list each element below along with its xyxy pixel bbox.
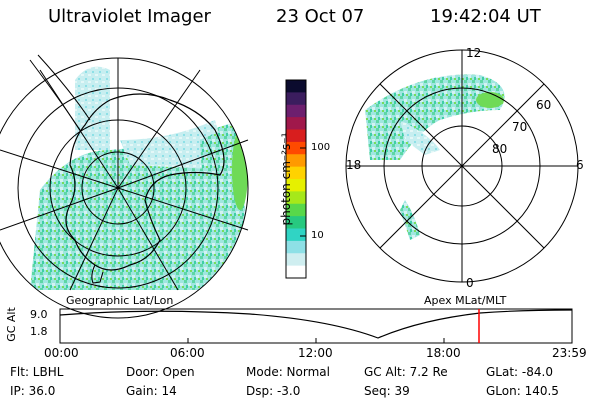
alt-ytick-9: 9.0 xyxy=(30,308,48,321)
info-dsp: Dsp: -3.0 xyxy=(246,384,301,398)
colorbar-segment xyxy=(286,253,306,267)
info-gc-alt: GC Alt: 7.2 Re xyxy=(364,365,448,379)
alt-ylabel: GC Alt xyxy=(4,307,18,342)
alt-xtick-2359: 23:59 xyxy=(552,346,587,360)
info-ip: IP: 36.0 xyxy=(10,384,56,398)
mlt-label-12: 12 xyxy=(466,46,482,60)
geo-panel-label: Geographic Lat/Lon xyxy=(66,294,174,307)
geo-emission-area xyxy=(30,66,248,290)
alt-curve xyxy=(59,309,573,339)
mlat-label-70: 70 xyxy=(512,120,528,134)
colorbar-segment xyxy=(286,179,306,192)
mlt-label-18: 18 xyxy=(346,158,362,172)
colorbar-tick-100: 100 xyxy=(311,142,331,153)
mag-panel-label: Apex MLat/MLT xyxy=(424,294,507,307)
info-glon: GLon: 140.5 xyxy=(486,384,559,398)
colorbar-frame xyxy=(285,79,307,279)
geo-grid xyxy=(0,54,249,319)
info-filter: Flt: LBHL xyxy=(10,365,64,379)
info-glat: GLat: -84.0 xyxy=(486,365,553,379)
alt-xtick-1800: 18:00 xyxy=(426,346,461,360)
info-seq: Seq: 39 xyxy=(364,384,410,398)
info-mode: Mode: Normal xyxy=(246,365,330,379)
colorbar-segment xyxy=(286,240,306,254)
colorbar-label: photon cm⁻²s⁻¹ xyxy=(279,132,293,226)
colorbar xyxy=(286,80,306,279)
app-title: Ultraviolet Imager xyxy=(48,6,211,27)
header-time: 19:42:04 UT xyxy=(430,6,541,27)
colorbar-segment xyxy=(286,154,306,168)
alt-xticks xyxy=(59,338,573,343)
mlt-label-0: 0 xyxy=(466,276,474,290)
colorbar-segment xyxy=(286,80,306,93)
colorbar-segment xyxy=(286,203,306,217)
mag-grid xyxy=(345,49,579,283)
alt-xtick-0000: 00:00 xyxy=(44,346,79,360)
alt-ytick-1-8: 1.8 xyxy=(30,325,48,338)
colorbar-segment xyxy=(286,92,306,106)
colorbar-segment xyxy=(286,216,306,230)
colorbar-segment xyxy=(286,129,306,143)
mlat-label-60: 60 xyxy=(536,98,552,112)
colorbar-segment xyxy=(286,141,306,155)
colorbar-segment xyxy=(286,166,306,180)
mag-emission-area xyxy=(365,74,505,240)
colorbar-segment xyxy=(286,228,306,242)
colorbar-segment xyxy=(286,191,306,205)
continent-outline xyxy=(65,93,225,271)
alt-xtick-1200: 12:00 xyxy=(298,346,333,360)
colorbar-segment xyxy=(286,265,306,279)
info-gain: Gain: 14 xyxy=(126,384,177,398)
colorbar-segment xyxy=(286,104,306,118)
header-date: 23 Oct 07 xyxy=(276,6,365,27)
alt-xtick-0600: 06:00 xyxy=(170,346,205,360)
alt-plot-frame xyxy=(59,308,573,344)
mlat-label-80: 80 xyxy=(492,142,508,156)
mlt-label-6: 6 xyxy=(576,158,584,172)
info-door: Door: Open xyxy=(126,365,195,379)
colorbar-segment xyxy=(286,117,306,131)
colorbar-tick-10: 10 xyxy=(311,230,324,241)
peninsula-outline xyxy=(91,264,104,284)
